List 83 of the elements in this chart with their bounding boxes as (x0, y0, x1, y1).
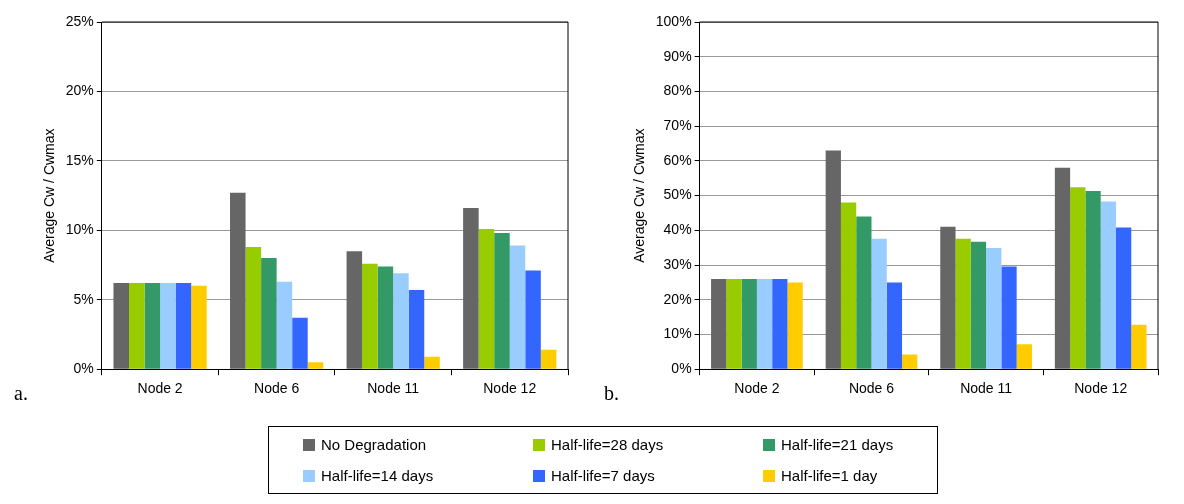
x-tick-label: Node 2 (137, 380, 183, 397)
legend-label: Half-life=21 days (781, 436, 894, 453)
y-tick-label: 70% (663, 117, 692, 134)
y-tick-label: 10% (65, 221, 94, 238)
y-tick-label: 15% (65, 151, 94, 168)
y-tick-label: 60% (663, 151, 692, 168)
y-tick-label: 25% (65, 12, 94, 29)
y-tick-label: 90% (663, 47, 692, 64)
y-axis-title: Average Cw / Cwmax (41, 128, 58, 263)
bar (787, 282, 803, 369)
bar (1054, 167, 1071, 369)
bar (1115, 227, 1132, 369)
bar (540, 349, 557, 369)
x-tick-label: Node 11 (960, 380, 1013, 397)
bar (191, 285, 207, 369)
bar (276, 281, 293, 369)
text: b. (604, 382, 619, 405)
bar (362, 263, 378, 369)
bar (940, 226, 956, 369)
bar (525, 270, 541, 369)
bar (871, 238, 887, 369)
x-tick-label: Node 12 (483, 380, 537, 397)
bar (463, 208, 479, 369)
bar (113, 283, 130, 369)
bar (307, 362, 324, 369)
y-axis-title: Average Cw / Cwmax (631, 128, 648, 263)
bar (346, 251, 363, 369)
bar (1085, 191, 1101, 369)
bar (292, 317, 308, 369)
bar (741, 278, 757, 369)
bar (825, 150, 841, 369)
bar (1001, 266, 1017, 369)
x-tick-label: Node 2 (734, 380, 780, 397)
bar (756, 278, 773, 369)
y-tick-label: 0% (73, 360, 94, 377)
bar (856, 216, 872, 369)
y-tick-label: 20% (65, 82, 94, 99)
bar (1100, 201, 1116, 369)
bar (230, 192, 246, 369)
y-tick-label: 0% (671, 360, 692, 377)
bar (711, 278, 727, 369)
bar (377, 266, 394, 369)
bar (970, 241, 987, 369)
y-tick-label: 50% (663, 186, 692, 203)
legend-label: Half-life=1 day (781, 467, 878, 484)
x-tick-label: Node 6 (848, 380, 895, 397)
bar (175, 283, 192, 369)
y-tick-label: 40% (663, 221, 692, 238)
legend-label: Half-life=7 days (551, 467, 655, 484)
bar (144, 283, 161, 369)
bar (509, 245, 526, 369)
bar (1070, 187, 1086, 369)
y-tick-label: 10% (663, 325, 692, 342)
y-tick-label: 5% (73, 290, 94, 307)
y-tick-label: 30% (663, 255, 692, 272)
bar (245, 246, 262, 369)
y-tick-label: 20% (663, 290, 692, 307)
x-tick-label: Node 12 (1074, 380, 1128, 397)
bar (478, 228, 495, 369)
bar (494, 233, 510, 369)
legend-label: Half-life=28 days (551, 436, 664, 453)
x-tick-label: Node 11 (367, 380, 420, 397)
bar (393, 273, 409, 369)
legend-label: Half-life=14 days (321, 467, 434, 484)
y-tick-label: 100% (655, 12, 692, 29)
bar (129, 283, 145, 369)
bar (772, 278, 788, 369)
bar (955, 238, 971, 369)
bar (986, 248, 1002, 369)
legend-label: No Degradation (321, 436, 427, 453)
bar (886, 282, 903, 369)
bar (1131, 324, 1147, 369)
bar (726, 278, 742, 369)
bar (1016, 344, 1032, 369)
bar (424, 356, 440, 369)
bar (261, 258, 277, 369)
bar (840, 202, 857, 369)
bar (902, 354, 918, 369)
text: a. (14, 382, 28, 405)
bar (408, 290, 425, 369)
bar (160, 283, 176, 369)
x-tick-label: Node 6 (254, 380, 300, 397)
y-tick-label: 80% (663, 82, 692, 99)
